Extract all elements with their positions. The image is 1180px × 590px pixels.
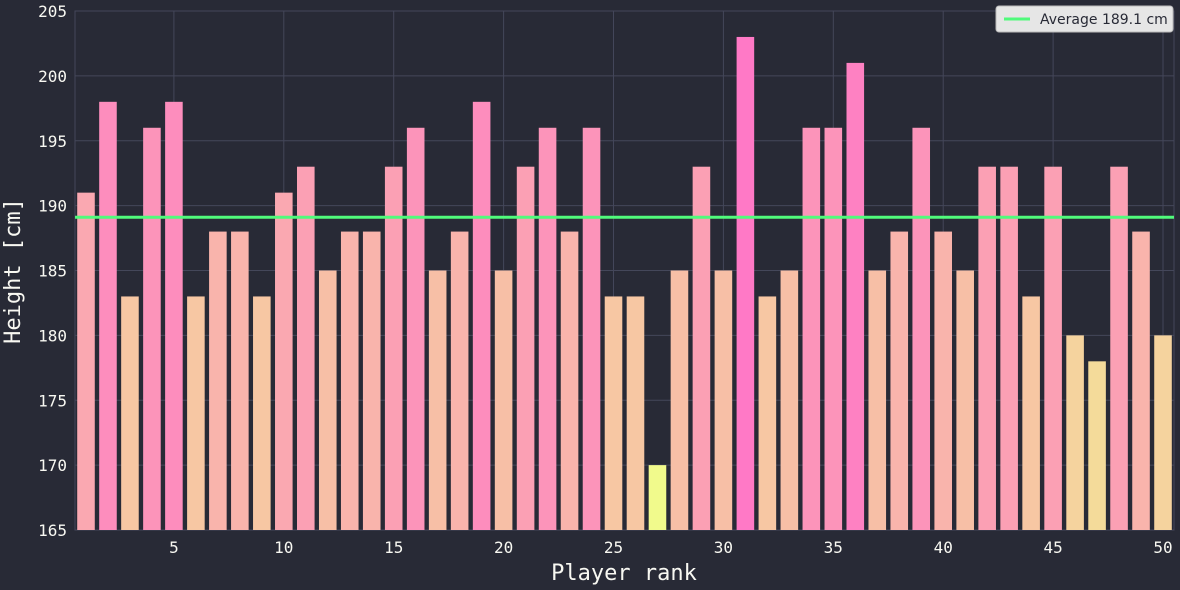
bar-rank-6 bbox=[187, 296, 205, 530]
bar-rank-39 bbox=[912, 127, 931, 531]
y-tick-label: 185 bbox=[38, 262, 67, 281]
x-tick-label: 45 bbox=[1043, 538, 1062, 557]
bar-rank-4 bbox=[143, 127, 161, 531]
bars bbox=[77, 36, 1172, 531]
bar-rank-30 bbox=[714, 270, 733, 530]
x-tick-label: 20 bbox=[494, 538, 513, 557]
bar-rank-50 bbox=[1154, 335, 1172, 530]
legend: Average 189.1 cm bbox=[995, 5, 1174, 33]
bar-rank-18 bbox=[450, 231, 469, 530]
bar-rank-42 bbox=[978, 166, 996, 530]
bar-rank-37 bbox=[868, 270, 887, 530]
y-tick-label: 165 bbox=[38, 521, 67, 540]
bar-rank-40 bbox=[934, 231, 953, 530]
bar-rank-8 bbox=[231, 231, 249, 530]
y-tick-label: 195 bbox=[38, 132, 67, 151]
legend-box bbox=[995, 5, 1174, 33]
bar-rank-38 bbox=[890, 231, 909, 530]
bar-rank-45 bbox=[1044, 166, 1062, 530]
bar-rank-33 bbox=[780, 270, 799, 530]
bar-rank-26 bbox=[626, 296, 645, 530]
bar-rank-46 bbox=[1066, 335, 1084, 530]
bar-rank-47 bbox=[1088, 361, 1106, 530]
bar-rank-43 bbox=[1000, 166, 1018, 530]
y-tick-label: 200 bbox=[38, 67, 67, 86]
bar-rank-14 bbox=[362, 231, 381, 530]
bar-rank-11 bbox=[296, 166, 315, 530]
y-axis-title: Height [cm] bbox=[1, 198, 26, 344]
bar-rank-15 bbox=[384, 166, 403, 530]
bar-rank-10 bbox=[275, 192, 293, 530]
y-tick-label: 180 bbox=[38, 326, 67, 345]
x-tick-label: 30 bbox=[714, 538, 733, 557]
bar-rank-12 bbox=[318, 270, 337, 530]
y-tick-label: 205 bbox=[38, 2, 67, 21]
bar-rank-5 bbox=[165, 101, 183, 530]
bar-rank-28 bbox=[670, 270, 689, 530]
y-tick-label: 175 bbox=[38, 391, 67, 410]
y-tick-label: 190 bbox=[38, 197, 67, 216]
x-tick-label: 10 bbox=[274, 538, 293, 557]
x-tick-label: 35 bbox=[824, 538, 843, 557]
x-axis-title: Player rank bbox=[551, 561, 697, 586]
x-tick-label: 5 bbox=[169, 538, 179, 557]
bar-rank-22 bbox=[538, 127, 557, 531]
bar-rank-31 bbox=[736, 36, 755, 530]
bar-rank-49 bbox=[1132, 231, 1150, 530]
bar-rank-34 bbox=[802, 127, 821, 531]
x-tick-label: 50 bbox=[1153, 538, 1172, 557]
bar-rank-41 bbox=[956, 270, 974, 530]
y-tick-labels: 165 170 175 180 185 190 195 200 205 bbox=[38, 2, 67, 540]
bar-rank-17 bbox=[428, 270, 447, 530]
bar-rank-25 bbox=[604, 296, 623, 530]
legend-label: Average 189.1 cm bbox=[1040, 12, 1168, 28]
bar-rank-9 bbox=[253, 296, 271, 530]
bar-rank-21 bbox=[516, 166, 535, 530]
bar-rank-29 bbox=[692, 166, 711, 530]
bar-rank-44 bbox=[1022, 296, 1040, 530]
x-tick-label: 40 bbox=[934, 538, 953, 557]
y-tick-label: 170 bbox=[38, 456, 67, 475]
bar-rank-23 bbox=[560, 231, 579, 530]
x-tick-labels: 5 10 15 20 25 30 35 40 45 50 bbox=[169, 538, 1173, 557]
bar-rank-1 bbox=[77, 192, 95, 530]
bar-rank-20 bbox=[494, 270, 513, 530]
bar-rank-2 bbox=[99, 101, 117, 530]
bar-rank-3 bbox=[121, 296, 139, 530]
bar-rank-36 bbox=[846, 62, 865, 531]
bar-rank-48 bbox=[1110, 166, 1128, 530]
bar-rank-19 bbox=[472, 101, 491, 530]
bar-rank-24 bbox=[582, 127, 601, 531]
bar-rank-13 bbox=[340, 231, 359, 530]
x-tick-label: 25 bbox=[604, 538, 623, 557]
bar-rank-32 bbox=[758, 296, 777, 530]
bar-rank-35 bbox=[824, 127, 843, 531]
bar-rank-7 bbox=[209, 231, 227, 530]
x-tick-label: 15 bbox=[384, 538, 403, 557]
bar-rank-27 bbox=[648, 465, 667, 530]
bar-rank-16 bbox=[406, 127, 425, 531]
